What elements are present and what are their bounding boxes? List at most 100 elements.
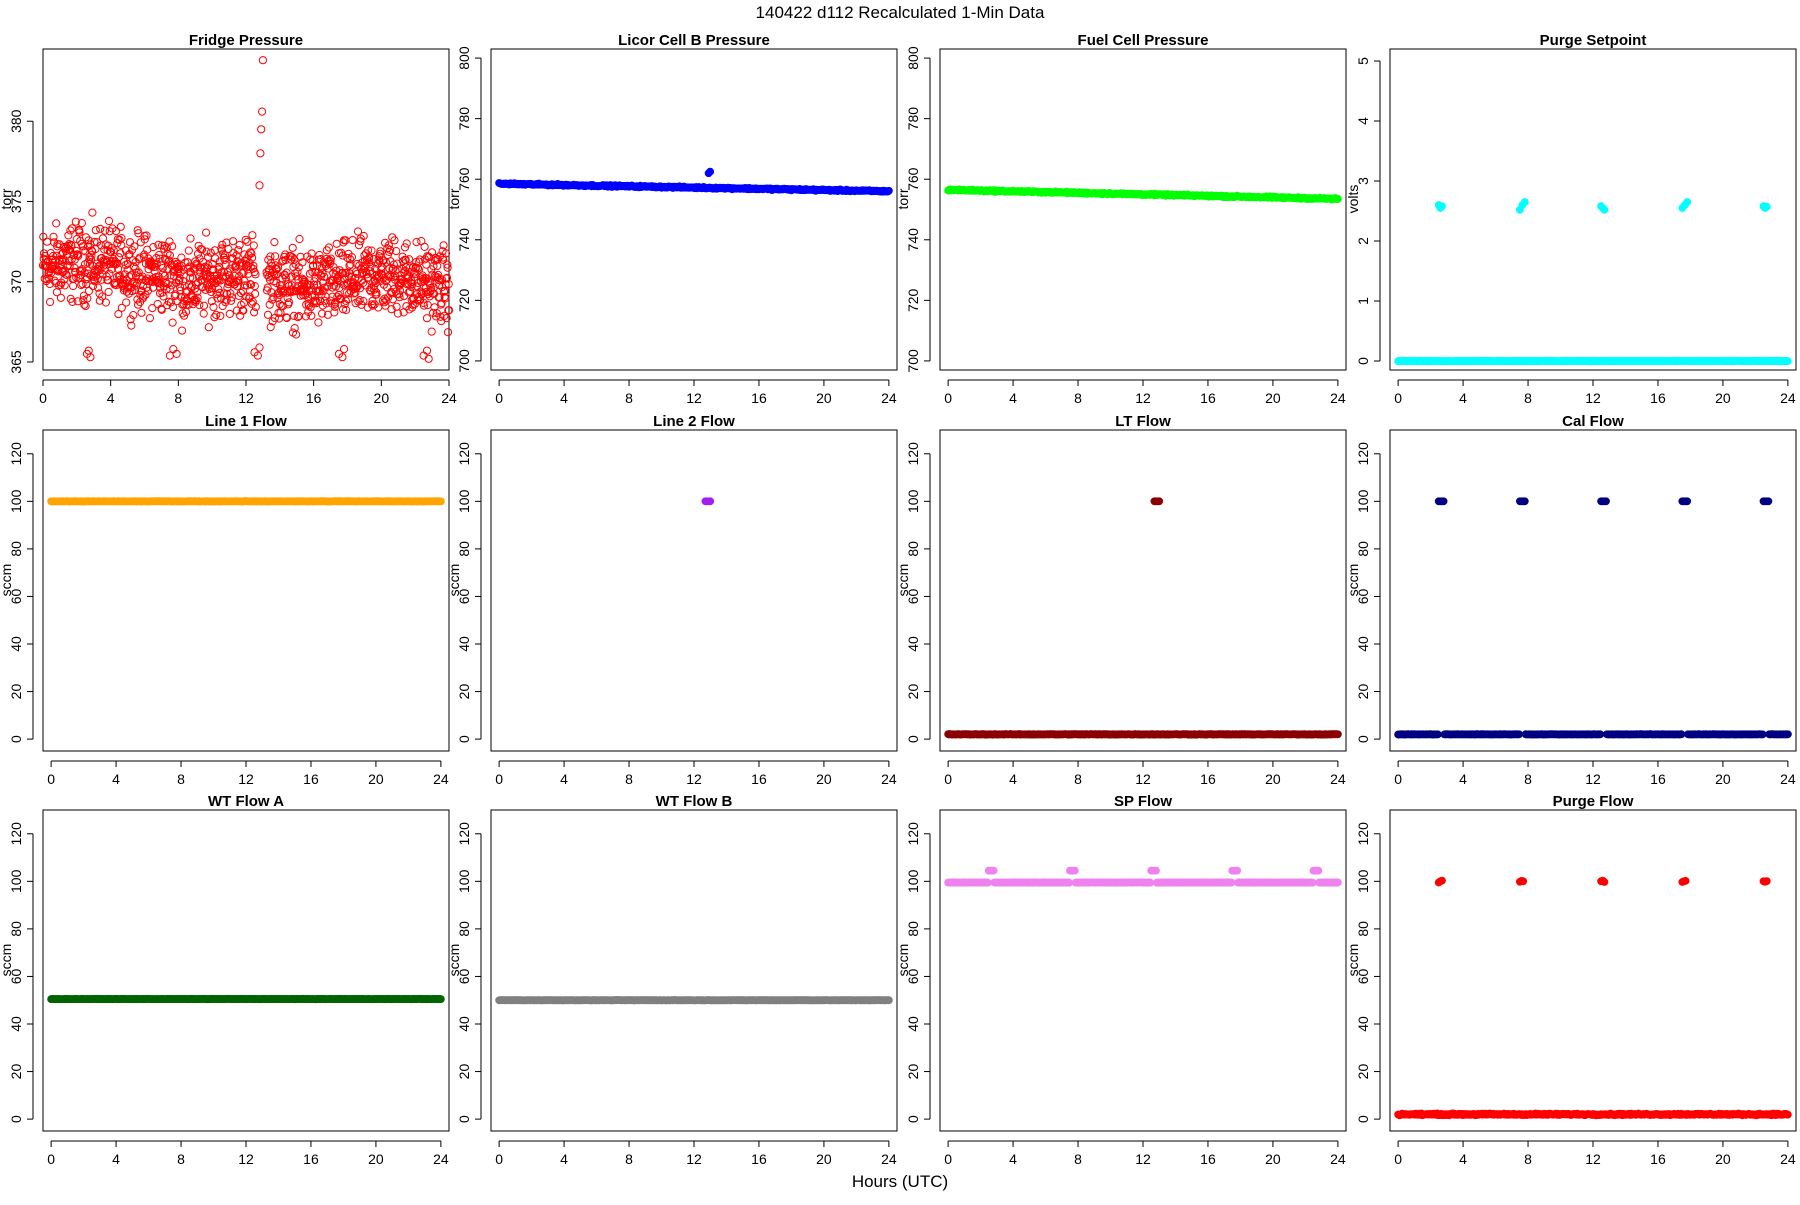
data-point [178,254,185,261]
data-point [1434,731,1441,738]
y-tick-label: 40 [456,636,472,652]
data-point [1684,198,1691,205]
y-tick-label: 40 [905,636,921,652]
x-tick-label: 4 [112,1151,120,1167]
data-point [242,236,249,243]
y-tick-label: 20 [8,684,24,700]
y-tick-label: 380 [8,109,24,133]
y-tick-label: 20 [456,1064,472,1080]
x-tick-label: 16 [751,390,767,406]
data-point [341,346,348,353]
y-tick-label: 120 [8,822,24,846]
y-tick-label: 100 [456,489,472,513]
data-point [1784,358,1791,365]
y-tick-label: 60 [456,588,472,604]
x-tick-label: 0 [1394,390,1402,406]
data-point [1516,731,1523,738]
data-point [259,57,266,64]
data-point [1763,203,1770,210]
data-point [707,498,714,505]
plot-frame [43,810,449,1131]
y-tick-label: 60 [8,968,24,984]
data-point [420,352,427,359]
x-tick-label: 24 [881,390,897,406]
data-point [200,310,207,317]
data-point [47,298,54,305]
y-tick-label: 0 [8,1115,24,1123]
data-point [1156,191,1163,198]
x-tick-label: 20 [368,771,384,787]
y-axis-label: volts [1345,185,1361,214]
y-tick-label: 760 [456,167,472,191]
x-tick-label: 12 [1135,771,1151,787]
y-tick-label: 120 [8,442,24,466]
x-tick-label: 4 [560,1151,568,1167]
data-point [296,235,303,242]
data-point [289,244,296,251]
data-point [123,299,130,306]
y-tick-label: 365 [8,350,24,374]
data-point [294,268,301,275]
data-point [89,209,96,216]
x-tick-label: 20 [816,771,832,787]
y-tick-label: 60 [8,588,24,604]
y-tick-label: 800 [905,46,921,70]
y-tick-label: 60 [905,588,921,604]
data-point [333,240,340,247]
x-tick-label: 20 [1715,771,1731,787]
data-point [355,242,362,249]
data-point [85,287,92,294]
data-point [70,282,77,289]
data-point [1678,731,1685,738]
data-point [185,247,192,254]
y-tick-label: 80 [456,921,472,937]
data-point [264,311,271,318]
x-tick-label: 12 [1585,390,1601,406]
y-tick-label: 0 [8,735,24,743]
data-point [257,150,264,157]
x-tick-label: 4 [1459,390,1467,406]
data-points [496,996,893,1004]
x-tick-label: 24 [433,1151,449,1167]
x-tick-label: 4 [560,771,568,787]
y-tick-label: 760 [905,167,921,191]
data-point [236,241,243,248]
data-points [39,57,452,363]
x-tick-label: 24 [881,1151,897,1167]
x-tick-label: 0 [495,390,503,406]
data-point [885,187,892,194]
data-point [256,182,263,189]
data-points [48,995,445,1003]
data-point [428,328,435,335]
data-point [57,294,64,301]
x-tick-label: 20 [1265,390,1281,406]
y-tick-label: 80 [8,921,24,937]
y-tick-label: 370 [8,270,24,294]
y-tick-label: 80 [905,541,921,557]
x-tick-label: 24 [1780,771,1796,787]
data-point [146,315,153,322]
x-tick-label: 20 [374,390,390,406]
data-point [200,302,207,309]
y-tick-label: 2 [1355,237,1371,245]
x-tick-label: 8 [625,771,633,787]
data-points [945,498,1342,739]
figure-title: 140422 d112 Recalculated 1-Min Data [756,3,1045,22]
data-point [1438,203,1445,210]
y-tick-label: 100 [8,489,24,513]
x-tick-label: 24 [1780,390,1796,406]
plot-frame [940,430,1346,751]
data-point [258,126,265,133]
data-point [272,253,279,260]
y-tick-label: 780 [456,107,472,131]
x-tick-label: 16 [1200,771,1216,787]
data-point [97,225,104,232]
y-tick-label: 100 [8,869,24,893]
data-point [437,498,444,505]
data-point [423,315,430,322]
